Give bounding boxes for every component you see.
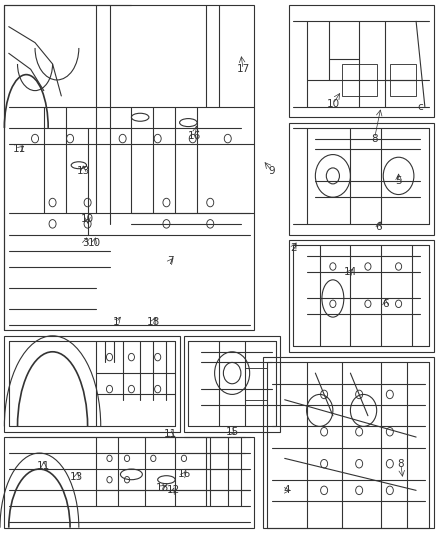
Text: 10: 10 (81, 214, 94, 223)
Text: 4: 4 (283, 486, 290, 495)
Text: 1: 1 (113, 318, 120, 327)
Text: 11: 11 (37, 462, 50, 471)
Text: 11: 11 (164, 430, 177, 439)
Text: 5: 5 (395, 176, 402, 186)
Text: 13: 13 (70, 472, 83, 482)
Text: 6: 6 (375, 222, 382, 231)
Text: 14: 14 (344, 267, 357, 277)
Text: c: c (417, 102, 424, 111)
Text: 13: 13 (77, 166, 90, 175)
Text: 18: 18 (147, 318, 160, 327)
Text: 6: 6 (382, 299, 389, 309)
Text: 10: 10 (326, 99, 339, 109)
Text: 11: 11 (13, 144, 26, 154)
Text: 8: 8 (371, 134, 378, 143)
Text: 17: 17 (237, 64, 250, 74)
Text: 16: 16 (177, 470, 191, 479)
Text: 3: 3 (82, 238, 89, 247)
Text: 2: 2 (290, 243, 297, 253)
Text: 18: 18 (155, 483, 169, 492)
Text: 10: 10 (88, 238, 101, 247)
Text: 7: 7 (167, 256, 174, 266)
Text: 8: 8 (397, 459, 404, 469)
Text: 16: 16 (188, 131, 201, 141)
Text: 15: 15 (226, 427, 239, 437)
Text: 12: 12 (166, 486, 180, 495)
Text: 9: 9 (268, 166, 275, 175)
